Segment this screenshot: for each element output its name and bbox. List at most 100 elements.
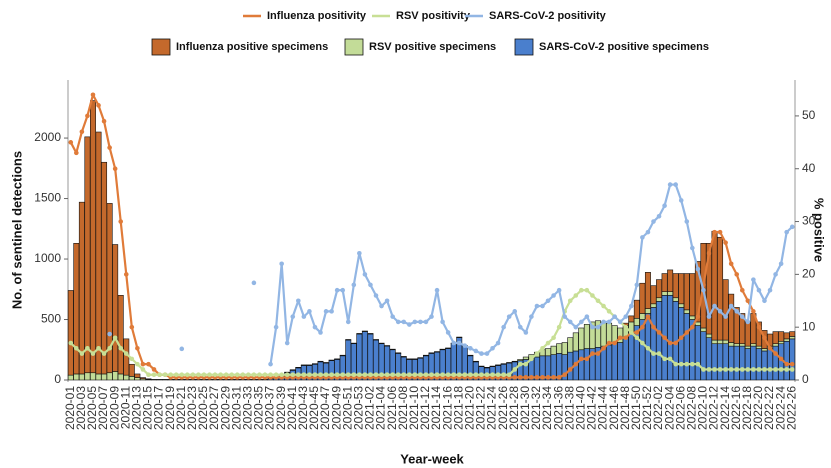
line-point [678,335,684,341]
bar-segment [672,297,679,302]
line-point [229,372,235,378]
bar-segment [744,345,751,349]
bar-segment [478,365,485,367]
line-point [185,372,190,378]
line-point [667,356,673,362]
bar-segment [95,131,102,375]
y-tick-label: 0 [54,372,61,386]
x-tick-label: 2021-18 [451,386,465,430]
line-point [773,367,778,372]
line-point [345,372,351,378]
line-point [701,367,706,372]
line-point [656,330,662,335]
x-tick-label: 2021-30 [518,386,532,430]
line-point [357,250,362,256]
line-point [506,372,512,378]
line-point [412,319,418,325]
x-tick-label: 2022-22 [762,386,776,430]
line-point [645,346,651,351]
line-point [767,346,773,351]
line-point [590,293,595,298]
line-point [695,314,701,319]
line-point [556,375,562,380]
line-point [445,372,451,378]
x-tick-label: 2021-16 [440,386,454,430]
y2-tick-label: 30 [802,214,816,228]
line-point [751,277,756,282]
line-point [678,198,684,203]
bar-segment [117,295,124,375]
line-point [640,324,645,330]
line-point [490,346,495,351]
line-point [717,309,723,314]
bar-segment [667,269,674,292]
line-point [523,330,529,335]
line-point [534,375,540,380]
x-tick-label: 2020-17 [152,386,166,430]
line-point [734,367,740,372]
bar-segment [578,327,585,351]
bar-segment [711,343,718,381]
bar-segment [489,365,496,367]
line-point [673,340,678,346]
x-tick-label: 2020-09 [107,386,121,430]
line-point [651,324,656,330]
bar-segment [644,272,651,309]
bar-segment [117,373,124,381]
x-tick-label: 2020-05 [85,386,99,430]
line-point [429,314,434,319]
bar-segment [84,136,91,374]
line-point [307,372,312,378]
bar-segment [678,307,685,381]
line-point [695,266,701,272]
line-point [484,372,490,378]
bar-segment [123,374,130,381]
line-point [135,361,140,367]
line-point [290,372,296,378]
line-point [107,145,112,150]
bar-segment [389,348,396,351]
line-point [401,319,407,325]
line-point [634,282,640,288]
line-point [362,272,368,277]
line-point [784,367,789,372]
line-point [395,372,401,378]
x-tick-label: 2020-49 [329,386,343,430]
line-point [584,356,590,362]
x-tick-label: 2020-47 [318,386,332,430]
bar-segment [500,363,507,365]
line-point [329,372,334,378]
bar-segment [417,357,424,359]
x-tick-label: 2022-24 [773,386,787,430]
bar-segment [151,379,157,381]
line-point [434,372,440,378]
x-tick-label: 2021-24 [485,386,499,430]
line-point [301,314,307,319]
line-point [728,261,734,267]
bar-segment [545,348,552,357]
line-point [517,324,523,330]
bar-segment [661,273,668,292]
line-point [739,314,745,319]
line-point [584,287,590,293]
line-point [606,340,612,346]
x-tick-label: 2021-14 [429,386,443,430]
bar-segment [739,343,746,347]
bar-segment [84,372,91,381]
line-point [501,372,506,378]
line-point [357,372,362,378]
bar-segment [700,331,707,381]
line-point [85,346,90,351]
line-point [628,303,634,309]
line-point [734,309,740,314]
x-tick-label: 2020-11 [118,386,132,429]
line-point [579,319,584,325]
bar-segment [112,244,119,372]
bar-segment [317,360,324,363]
line-point [789,367,795,372]
bar-segment [639,313,646,320]
bar-segment [406,358,413,360]
line-point [645,229,651,235]
line-point [196,372,201,378]
bar-segment [567,337,574,353]
